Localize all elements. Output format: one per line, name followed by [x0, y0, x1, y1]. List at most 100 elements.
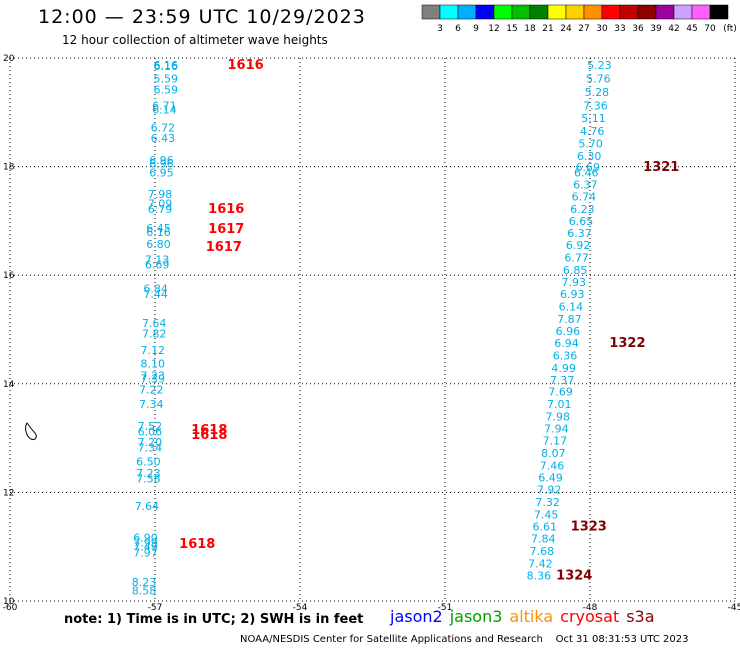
wave-height-value: 6.50 — [136, 455, 161, 468]
wave-height-value: 7.98 — [546, 411, 571, 424]
wave-height-value: 6.84 — [143, 283, 168, 296]
pass-time-label: 1617 — [208, 222, 244, 237]
wave-height-value: 6.85 — [563, 264, 588, 277]
y-tick-label: 20 — [3, 54, 15, 64]
wave-height-value: 6.79 — [148, 203, 173, 216]
wave-height-value: 7.92 — [537, 483, 562, 496]
color-scale-label: 18 — [524, 24, 536, 34]
color-scale-label: 6 — [455, 24, 461, 34]
y-tick-label: 12 — [3, 488, 14, 498]
wave-height-value: 8.23 — [132, 576, 157, 589]
wave-height-value: 5.70 — [578, 138, 603, 151]
wave-height-value: 6.71 — [152, 100, 177, 113]
wave-height-value: 7.49 — [133, 541, 158, 554]
wave-height-value: 6.90 — [133, 531, 158, 544]
wave-height-value: 6.16 — [154, 59, 179, 72]
pass-time-label: 1322 — [609, 336, 645, 351]
wave-height-value: 6.61 — [532, 520, 557, 533]
wave-height-value: 4.99 — [551, 362, 576, 375]
wave-height-value: 7.58 — [136, 473, 161, 486]
wave-height-value: 7.13 — [145, 253, 170, 266]
legend-item-jason2: jason2 — [390, 607, 443, 626]
wave-height-value: 6.46 — [574, 166, 599, 179]
color-scale-label: 15 — [506, 24, 517, 34]
wave-height-value: 6.16 — [154, 60, 179, 73]
x-tick-label: -54 — [293, 603, 308, 612]
wave-height-value: 6.37 — [567, 227, 592, 240]
color-scale-label: 33 — [614, 24, 625, 34]
wave-height-value: 6.14 — [152, 103, 177, 116]
y-tick-label: 18 — [3, 163, 15, 173]
wave-height-value: 7.01 — [547, 398, 572, 411]
wave-height-value: 6.37 — [573, 178, 598, 191]
wave-height-value: 6.43 — [151, 132, 176, 145]
wave-height-value: 7.09 — [148, 197, 173, 210]
wave-height-value: 8.10 — [141, 358, 166, 371]
wave-height-value: 5.59 — [154, 72, 179, 85]
wave-height-value: 6.16 — [146, 226, 171, 239]
wave-height-value: 7.23 — [141, 369, 166, 382]
pass-time-label: 1321 — [643, 160, 679, 175]
footer-credit: NOAA/NESDIS Center for Satellite Applica… — [240, 634, 689, 645]
wave-height-value: 7.94 — [544, 423, 569, 436]
wave-height-value: 7.12 — [141, 344, 166, 357]
wave-height-value: 7.69 — [548, 386, 573, 399]
wave-height-value: 7.17 — [543, 435, 568, 448]
wave-height-value: 6.30 — [577, 150, 602, 163]
wave-height-value: 7.34 — [138, 442, 163, 455]
pass-time-label: 1616 — [228, 58, 264, 73]
wave-height-value: 5.11 — [581, 112, 606, 125]
satellite-legend: jason2 jason3 altika cryosat s3a — [390, 607, 662, 626]
wave-height-value: 7.46 — [540, 460, 565, 473]
credit-timestamp: Oct 31 08:31:53 UTC 2023 — [555, 634, 689, 645]
color-scale-label: 70 — [704, 24, 716, 34]
wave-height-value: 8.07 — [541, 447, 566, 460]
credit-text: NOAA/NESDIS Center for Satellite Applica… — [240, 634, 543, 645]
wave-height-value: 7.34 — [139, 398, 164, 411]
wave-height-value: 7.68 — [530, 545, 555, 558]
wave-height-value: 6.96 — [556, 325, 581, 338]
color-scale-label: 36 — [632, 24, 644, 34]
wave-height-value: 6.45 — [146, 222, 171, 235]
color-scale-swatch — [709, 4, 729, 20]
wave-height-value: 8.58 — [132, 584, 157, 597]
wave-height-value: 7.93 — [561, 276, 586, 289]
wave-height-value: 7.82 — [142, 328, 167, 341]
wave-height-value: 7.44 — [143, 288, 168, 301]
wave-height-value: 6.36 — [553, 349, 578, 362]
color-scale: 3 6 9 12 15 18 21 24 27 30 33 36 39 42 45 70 (ft) — [421, 4, 737, 34]
pass-time-label: 1324 — [556, 568, 592, 583]
x-tick-label: -60 — [3, 603, 18, 612]
wave-height-value: 6.23 — [570, 203, 595, 216]
page-subtitle: 12 hour collection of altimeter wave hei… — [62, 33, 328, 47]
legend-item-cryosat: cryosat — [560, 607, 620, 626]
wave-height-value: 7.22 — [139, 384, 164, 397]
wave-height-value: 4.76 — [580, 125, 605, 138]
wave-height-value: 7.64 — [142, 317, 167, 330]
wave-height-value: 6.77 — [564, 252, 589, 265]
wave-height-value: 8.36 — [527, 569, 552, 582]
wave-height-value: 7.64 — [135, 500, 160, 513]
color-scale-label: 3 — [437, 24, 443, 34]
x-tick-label: -51 — [438, 603, 453, 612]
y-tick-label: 14 — [3, 380, 15, 390]
color-scale-label: 21 — [542, 24, 553, 34]
wave-height-value: 7.32 — [535, 496, 560, 509]
wave-height-value: 6.94 — [554, 337, 579, 350]
x-tick-label: -57 — [148, 603, 163, 612]
wave-height-value: 6.80 — [146, 238, 171, 251]
wave-height-value: 6.93 — [560, 288, 585, 301]
color-scale-label: 42 — [668, 24, 679, 34]
wave-height-value: 7.39 — [141, 373, 166, 386]
legend-item-altika: altika — [509, 607, 554, 626]
y-tick-label: 16 — [3, 271, 15, 281]
wave-height-value: 7.98 — [148, 188, 173, 201]
y-tick-label: 10 — [3, 597, 15, 607]
color-scale-label: 9 — [473, 24, 479, 34]
pass-time-label: 1618 — [179, 537, 215, 552]
wave-height-value: 6.72 — [151, 121, 176, 134]
x-tick-label: -48 — [583, 603, 598, 612]
color-scale-label: 30 — [596, 24, 608, 34]
wave-height-value: 7.20 — [138, 436, 163, 449]
